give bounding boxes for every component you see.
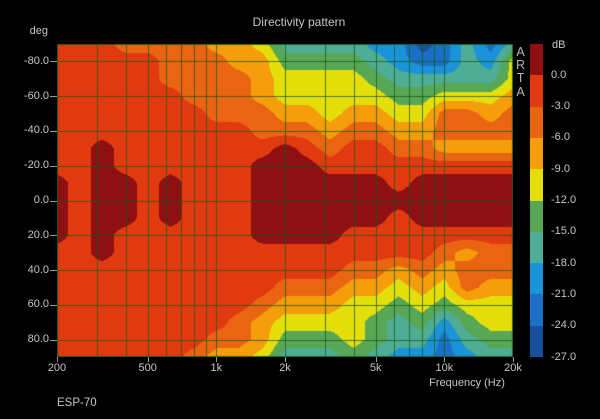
x-tick-mark bbox=[148, 357, 149, 362]
x-tick-mark bbox=[376, 357, 377, 362]
x-tick-mark bbox=[444, 357, 445, 362]
y-tick-mark bbox=[50, 166, 57, 167]
y-tick-label: 60.0 bbox=[27, 298, 49, 311]
x-tick-label: 10k bbox=[435, 362, 454, 374]
y-tick-mark bbox=[50, 131, 57, 132]
x-tick-label: 2k bbox=[279, 362, 291, 374]
colorbar-boundary-label: -3.0 bbox=[551, 100, 570, 113]
directivity-heatmap bbox=[57, 44, 513, 357]
y-tick-mark bbox=[50, 201, 57, 202]
colorbar-boundary-label: 0.0 bbox=[551, 68, 567, 81]
x-axis-label: Frequency (Hz) bbox=[429, 377, 505, 389]
x-tick-mark bbox=[57, 357, 58, 362]
colorbar-unit-label: dB bbox=[552, 39, 566, 51]
y-tick-label: -80.0 bbox=[23, 54, 49, 67]
colorbar-segment bbox=[530, 263, 543, 295]
colorbar-segment bbox=[530, 75, 543, 108]
colorbar-segment bbox=[530, 106, 543, 139]
colorbar-boundary-label: -27.0 bbox=[551, 350, 577, 363]
x-tick-label: 1k bbox=[210, 362, 223, 374]
y-tick-mark bbox=[50, 270, 57, 271]
y-tick-label: -20.0 bbox=[23, 159, 49, 172]
device-label: ESP-70 bbox=[57, 397, 97, 409]
y-tick-mark bbox=[50, 61, 57, 62]
colorbar-segment bbox=[530, 294, 543, 327]
colorbar-segment bbox=[530, 200, 543, 233]
arta-watermark: A R T A bbox=[516, 45, 526, 99]
colorbar-segment bbox=[530, 231, 543, 264]
colorbar-segment bbox=[530, 169, 543, 201]
y-tick-mark bbox=[50, 340, 57, 341]
x-tick-label: 200 bbox=[47, 362, 67, 374]
page-title: Directivity pattern bbox=[252, 15, 346, 29]
colorbar-segment bbox=[530, 44, 543, 76]
colorbar-segment bbox=[530, 137, 543, 170]
y-tick-label: -60.0 bbox=[23, 89, 49, 102]
y-tick-label: -40.0 bbox=[23, 124, 49, 137]
y-tick-mark bbox=[50, 96, 57, 97]
colorbar-boundary-label: -6.0 bbox=[551, 131, 570, 144]
y-axis-unit-label: deg bbox=[29, 25, 48, 37]
x-tick-label: 5k bbox=[369, 362, 382, 374]
y-tick-label: 80.0 bbox=[27, 333, 49, 346]
colorbar-boundary-label: -24.0 bbox=[551, 319, 577, 332]
x-tick-label: 500 bbox=[138, 362, 157, 374]
x-tick-mark bbox=[513, 357, 514, 362]
colorbar-boundary-label: -9.0 bbox=[551, 162, 570, 175]
x-tick-label: 20k bbox=[504, 362, 522, 374]
colorbar bbox=[530, 44, 543, 358]
y-tick-mark bbox=[50, 235, 57, 236]
colorbar-boundary-label: -12.0 bbox=[551, 194, 577, 206]
y-tick-mark bbox=[50, 305, 57, 306]
colorbar-boundary-label: -18.0 bbox=[551, 256, 577, 269]
colorbar-segment bbox=[530, 325, 543, 358]
colorbar-boundary-label: -15.0 bbox=[551, 225, 577, 238]
colorbar-boundary-label: -21.0 bbox=[551, 287, 577, 300]
y-tick-label: 20.0 bbox=[27, 228, 49, 241]
y-tick-label: 40.0 bbox=[27, 263, 49, 276]
x-tick-mark bbox=[285, 357, 286, 362]
x-tick-mark bbox=[216, 357, 217, 362]
y-tick-label: 0.0 bbox=[33, 194, 49, 206]
